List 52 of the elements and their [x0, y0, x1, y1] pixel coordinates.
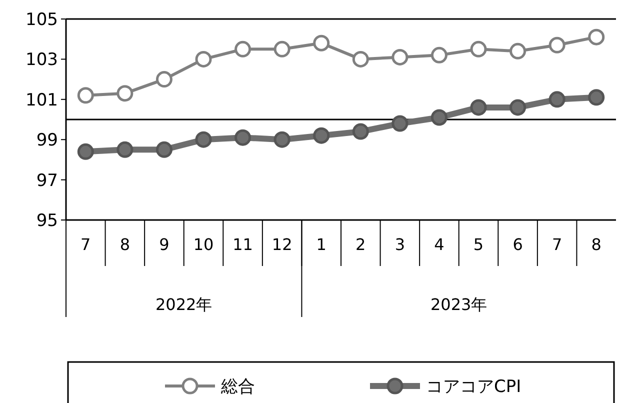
point	[313, 34, 330, 52]
x-tick-label: 5	[473, 235, 484, 254]
y-tick-label: 99	[36, 130, 58, 151]
x-tick-label: 8	[591, 235, 602, 254]
legend-label: コアコアCPI	[426, 376, 522, 397]
y-tick-label: 105	[26, 10, 58, 30]
x-tick-label: 11	[232, 235, 253, 254]
point	[470, 99, 487, 116]
point	[510, 99, 526, 116]
point	[234, 129, 252, 146]
x-tick-label: 4	[434, 235, 444, 254]
y-tick-label: 97	[36, 170, 58, 191]
point	[430, 109, 448, 126]
legend-label: 総合	[220, 376, 255, 397]
x-tick-label: 9	[159, 235, 170, 254]
x-tick-label: 10	[193, 235, 214, 254]
point	[548, 36, 566, 54]
point	[234, 40, 252, 58]
point	[430, 46, 448, 64]
point	[392, 115, 408, 132]
point	[116, 85, 134, 102]
point	[588, 89, 605, 106]
point	[77, 87, 94, 104]
x-tick-label: 8	[120, 235, 130, 254]
point	[313, 127, 330, 144]
x-tick-label: 12	[272, 235, 292, 254]
text: 2023年	[430, 295, 488, 314]
point	[510, 42, 526, 60]
point	[156, 71, 172, 88]
x-tick-label: 7	[80, 235, 91, 254]
x-tick-label: 2	[356, 235, 366, 254]
point	[274, 40, 290, 58]
point	[195, 50, 212, 68]
point	[77, 143, 94, 160]
point	[392, 48, 408, 66]
point	[470, 40, 487, 58]
y-tick-label: 95	[36, 210, 58, 231]
point	[588, 28, 605, 46]
point	[156, 141, 172, 158]
x-tick-label: 7	[552, 235, 562, 254]
point	[274, 131, 290, 148]
x-tick-label: 1	[316, 235, 326, 254]
y-tick-label: 101	[26, 90, 58, 110]
x-tick-label: 3	[394, 235, 406, 254]
point	[352, 50, 369, 68]
text: 2022年	[156, 295, 212, 314]
y-tick-label: 103	[26, 50, 58, 70]
point	[116, 141, 134, 158]
point	[548, 91, 566, 108]
point	[352, 123, 369, 140]
point	[195, 131, 212, 148]
x-tick-label: 6	[512, 235, 523, 254]
